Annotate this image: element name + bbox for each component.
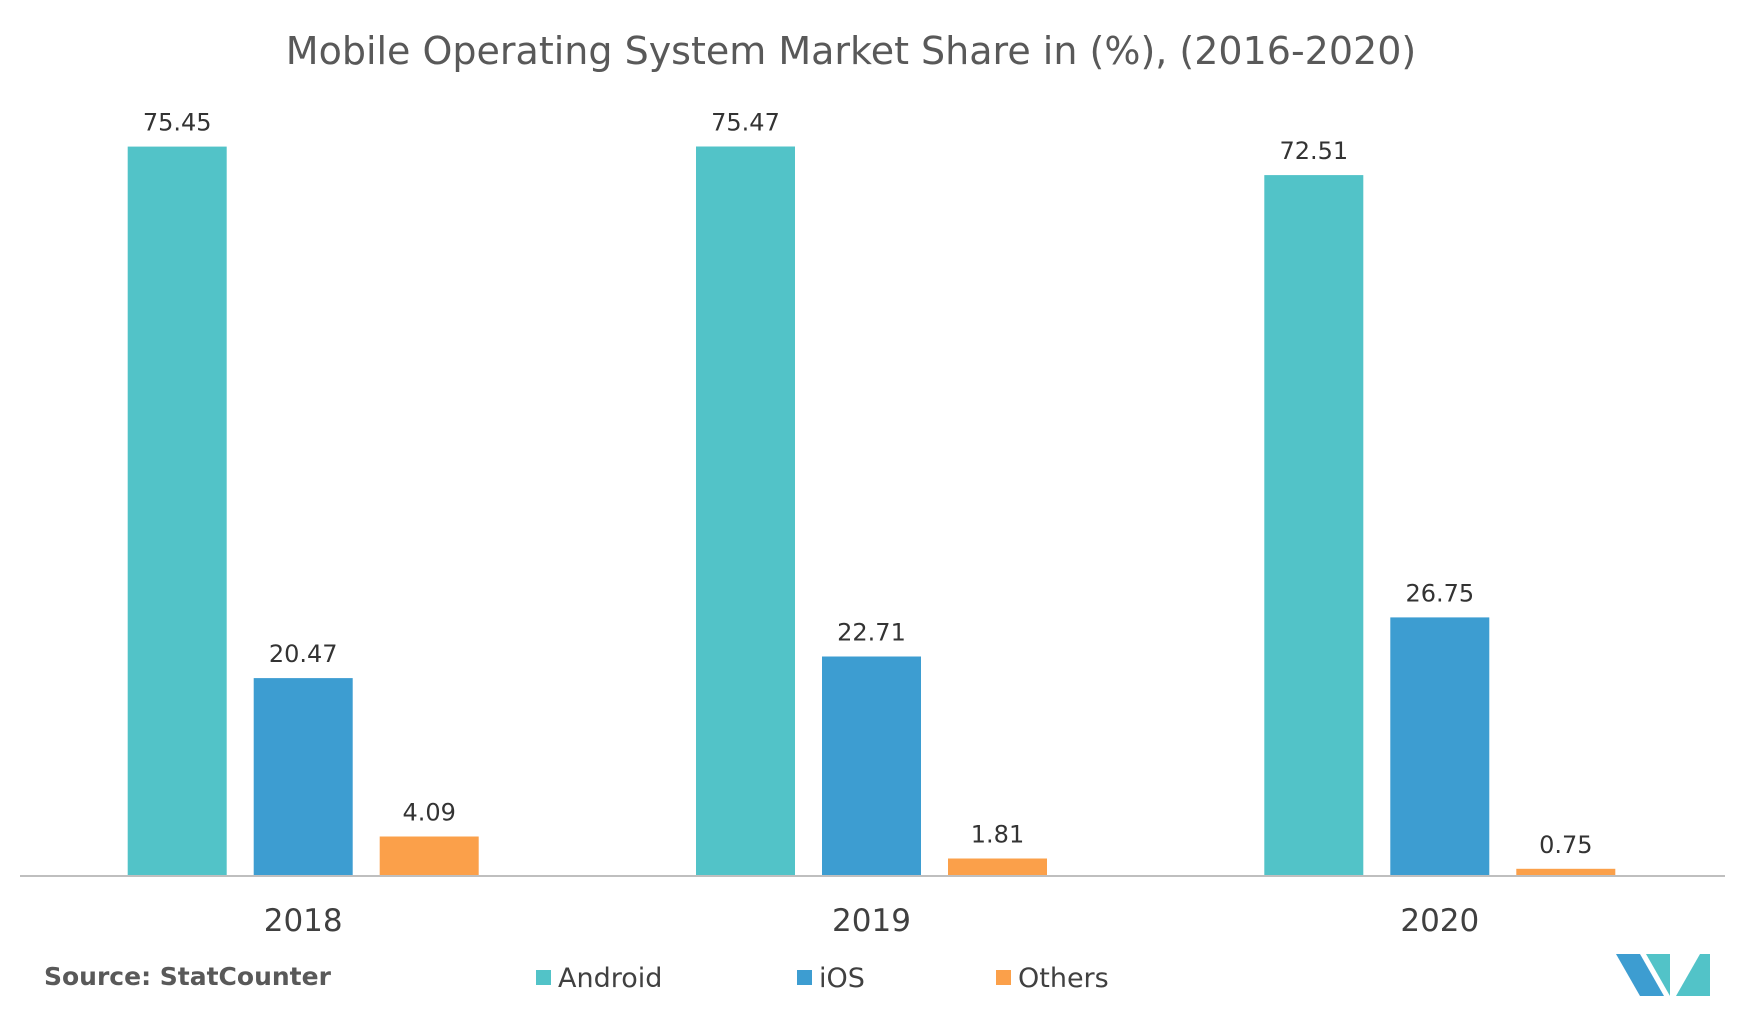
bar-others-2019 bbox=[948, 858, 1047, 876]
legend-swatch-android bbox=[536, 970, 551, 985]
legend-label-ios: iOS bbox=[819, 963, 865, 994]
value-label-ios-2018: 20.47 bbox=[269, 640, 338, 668]
bar-others-2018 bbox=[379, 836, 479, 876]
x-tick-label-2018: 2018 bbox=[264, 903, 343, 939]
value-label-android-2020: 72.51 bbox=[1279, 137, 1348, 165]
bar-ios-2020 bbox=[1390, 617, 1490, 876]
legend-swatch-ios bbox=[797, 970, 812, 985]
bar-android-2018 bbox=[127, 146, 227, 877]
legend: Android iOS Others bbox=[536, 963, 1109, 994]
value-label-ios-2020: 26.75 bbox=[1405, 579, 1474, 607]
x-tick-label-2019: 2019 bbox=[832, 903, 911, 939]
logo-shape-mid bbox=[1646, 954, 1670, 996]
legend-label-android: Android bbox=[558, 963, 662, 994]
bar-ios-2019 bbox=[822, 656, 921, 876]
value-label-others-2018: 4.09 bbox=[402, 799, 455, 827]
value-label-others-2019: 1.81 bbox=[971, 821, 1024, 849]
x-tick-label-2020: 2020 bbox=[1400, 903, 1479, 939]
value-label-android-2019: 75.47 bbox=[711, 109, 780, 137]
bar-android-2019 bbox=[696, 146, 795, 876]
logo-shape-left bbox=[1616, 954, 1664, 996]
bar-ios-2018 bbox=[253, 678, 353, 876]
legend-swatch-others bbox=[996, 970, 1011, 985]
bars-layer bbox=[127, 146, 1616, 877]
legend-item-ios: iOS bbox=[797, 963, 865, 994]
source-label: Source: StatCounter bbox=[44, 962, 332, 991]
tick-labels-layer: 2018 2019 2020 bbox=[264, 903, 1480, 939]
chart-title: Mobile Operating System Market Share in … bbox=[286, 29, 1416, 73]
value-label-others-2020: 0.75 bbox=[1539, 831, 1592, 859]
legend-item-others: Others bbox=[996, 963, 1109, 994]
legend-item-android: Android bbox=[536, 963, 662, 994]
logo-shape-right bbox=[1676, 954, 1710, 996]
value-labels-layer: 75.45 20.47 4.09 75.47 22.71 1.81 72.51 26.75 0.… bbox=[143, 109, 1593, 859]
value-label-android-2018: 75.45 bbox=[143, 109, 212, 137]
mordor-intelligence-logo bbox=[1616, 954, 1710, 996]
legend-label-others: Others bbox=[1018, 963, 1109, 994]
value-label-ios-2019: 22.71 bbox=[837, 619, 906, 647]
bar-android-2020 bbox=[1264, 175, 1364, 877]
bar-others-2020 bbox=[1516, 868, 1616, 877]
